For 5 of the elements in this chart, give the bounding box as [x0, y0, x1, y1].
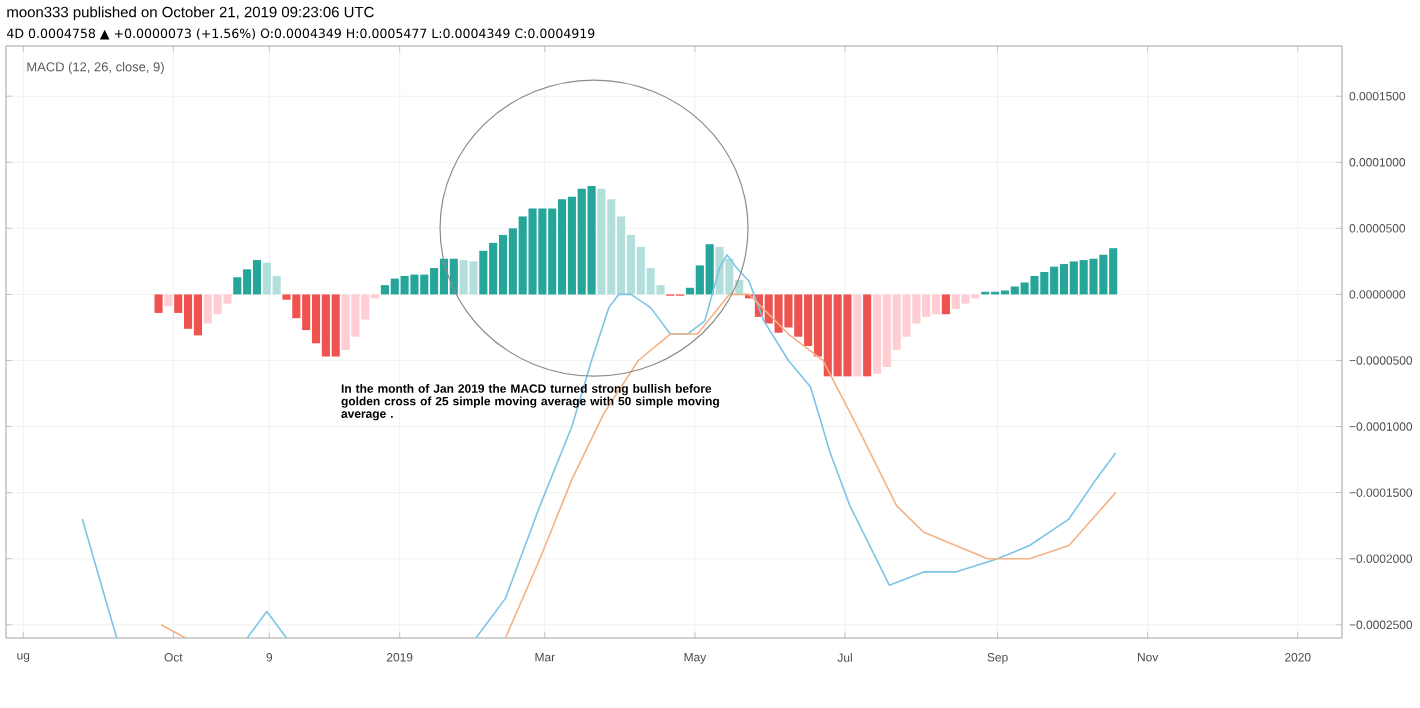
bar	[863, 294, 872, 377]
bar	[853, 294, 862, 377]
bar	[164, 294, 173, 307]
bar	[941, 294, 950, 315]
bar	[154, 294, 163, 313]
